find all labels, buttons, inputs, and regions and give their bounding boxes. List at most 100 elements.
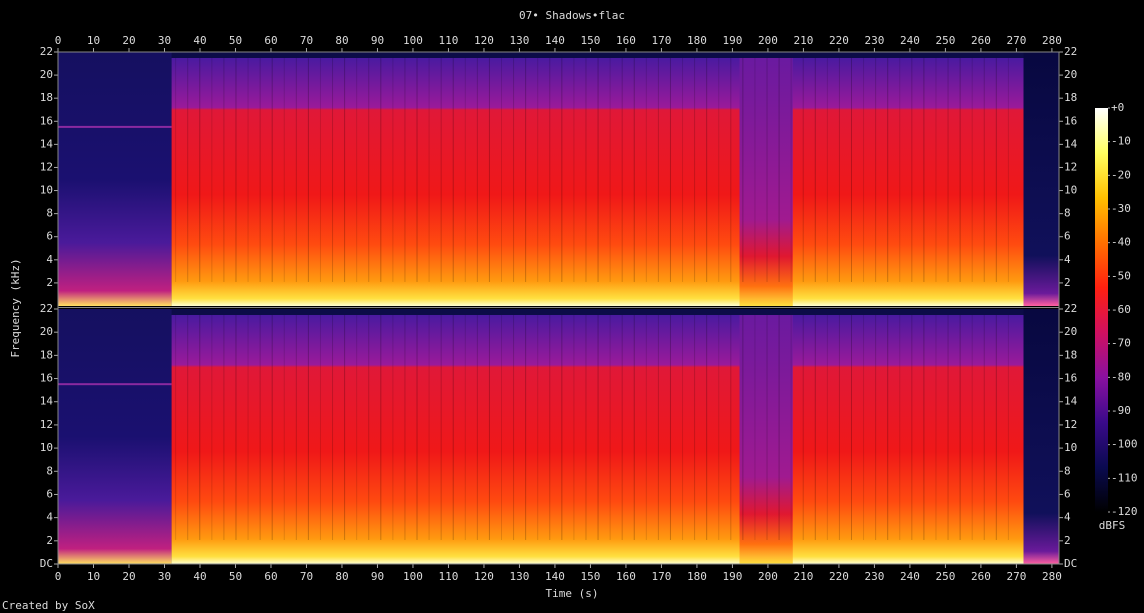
y-tick-label: 12	[40, 160, 53, 173]
x-tick-label: 180	[687, 570, 707, 583]
x-tick-label-top: 30	[158, 34, 171, 47]
colorbar-tick-label: -30	[1111, 202, 1131, 215]
spectrogram-texture	[694, 58, 696, 282]
y-tick-label-right: 14	[1064, 395, 1078, 408]
spectrogram-texture	[428, 315, 430, 540]
spectrogram-texture	[1007, 58, 1009, 282]
y-tick-label: 6	[46, 230, 53, 243]
spectrogram-texture	[440, 315, 442, 540]
y-tick-label: 4	[46, 253, 53, 266]
spectrogram-texture	[464, 58, 466, 282]
spectrogram-texture	[706, 315, 708, 540]
colorbar-label: dBFS	[1099, 519, 1126, 532]
x-tick-label-top: 180	[687, 34, 707, 47]
spectrogram-texture	[392, 58, 394, 282]
x-tick-label-top: 0	[55, 34, 62, 47]
y-tick-label: 14	[40, 395, 54, 408]
spectrogram-texture	[295, 315, 297, 540]
spectrogram-texture	[247, 58, 249, 282]
y-tick-label: 18	[40, 348, 53, 361]
spectrogram-main	[171, 58, 1024, 306]
spectrogram-line	[58, 125, 172, 128]
spectrogram-texture	[959, 315, 961, 540]
spectrogram-texture	[175, 315, 177, 540]
x-tick-label-top: 250	[935, 34, 955, 47]
spectrogram-texture	[537, 315, 539, 540]
spectrogram-texture	[356, 58, 358, 282]
spectrogram-texture	[561, 58, 563, 282]
x-axis-label: Time (s)	[546, 587, 599, 600]
colorbar-tick-label: -90	[1111, 404, 1131, 417]
colorbar-tick-label: -100	[1111, 438, 1138, 451]
spectrogram-texture	[380, 315, 382, 540]
colorbar-tick-label: -10	[1111, 135, 1131, 148]
spectrogram-texture	[271, 315, 273, 540]
spectrogram-texture	[935, 315, 937, 540]
spectrogram-texture	[838, 58, 840, 282]
x-tick-label-top: 170	[652, 34, 672, 47]
x-tick-label: 140	[545, 570, 565, 583]
x-tick-label-top: 100	[403, 34, 423, 47]
x-tick-label: 170	[652, 570, 672, 583]
y-axis-label: Frequency (kHz)	[9, 258, 22, 357]
x-tick-label-top: 70	[300, 34, 313, 47]
spectrogram-texture	[404, 315, 406, 540]
y-tick-label: 20	[40, 68, 53, 81]
spectrogram-main	[171, 315, 1024, 564]
spectrogram-texture	[537, 58, 539, 282]
x-tick-label-top: 270	[1006, 34, 1026, 47]
y-tick-label-right: 6	[1064, 230, 1071, 243]
spectrogram-texture	[730, 315, 732, 540]
spectrogram-texture	[573, 315, 575, 540]
spectrogram-texture	[778, 58, 780, 282]
y-tick-label: 12	[40, 418, 53, 431]
y-tick-label: 16	[40, 372, 53, 385]
x-tick-label: 70	[300, 570, 313, 583]
spectrogram-texture	[259, 315, 261, 540]
spectrogram-texture	[380, 58, 382, 282]
spectrogram-texture	[597, 315, 599, 540]
y-tick-label: 16	[40, 114, 53, 127]
colorbar-tick-label: -120	[1111, 505, 1138, 518]
y-tick-label-right: 4	[1064, 511, 1071, 524]
spectrogram-texture	[778, 315, 780, 540]
spectrogram-texture	[790, 315, 792, 540]
x-tick-label: 80	[335, 570, 348, 583]
spectrogram-texture	[368, 58, 370, 282]
spectrogram-texture	[995, 58, 997, 282]
y-tick-label-right: 8	[1064, 464, 1071, 477]
spectrogram-texture	[899, 315, 901, 540]
spectrogram-texture	[682, 315, 684, 540]
y-tick-label: 22	[40, 302, 53, 315]
y-tick-label-right: 2	[1064, 276, 1071, 289]
spectrogram-texture	[911, 58, 913, 282]
spectrogram-texture	[706, 58, 708, 282]
x-tick-label-top: 280	[1042, 34, 1062, 47]
spectrogram-texture	[742, 58, 744, 282]
y-tick-label: 20	[40, 325, 53, 338]
x-tick-label-top: 120	[474, 34, 494, 47]
y-tick-label-right: 12	[1064, 418, 1077, 431]
y-tick-label-right: 2	[1064, 534, 1071, 547]
spectrogram-texture	[633, 315, 635, 540]
spectrogram-texture	[271, 58, 273, 282]
spectrogram-texture	[211, 315, 213, 540]
x-tick-label: 110	[439, 570, 459, 583]
spectrogram-texture	[235, 315, 237, 540]
y-tick-label: 8	[46, 207, 53, 220]
spectrogram-texture	[344, 315, 346, 540]
spectrogram-texture	[525, 58, 527, 282]
spectrogram-texture	[549, 58, 551, 282]
spectrogram-texture	[754, 315, 756, 540]
spectrogram-texture	[307, 58, 309, 282]
spectrogram-texture	[500, 58, 502, 282]
spectrogram-texture	[826, 58, 828, 282]
credit: Created by SoX	[2, 599, 95, 612]
x-tick-label: 190	[722, 570, 742, 583]
x-tick-label: 160	[616, 570, 636, 583]
y-tick-label-right: 10	[1064, 441, 1077, 454]
spectrogram-texture	[621, 315, 623, 540]
spectrogram-texture	[356, 315, 358, 540]
y-tick-label: 6	[46, 487, 53, 500]
